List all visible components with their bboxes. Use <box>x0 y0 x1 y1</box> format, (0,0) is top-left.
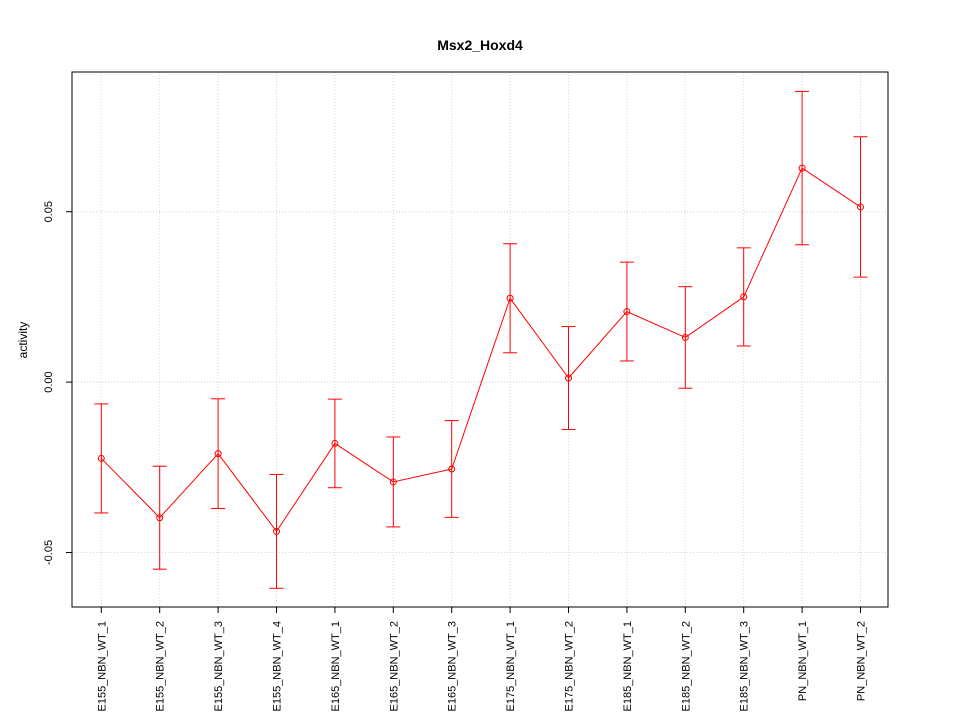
grid-layer <box>72 72 888 607</box>
data-point <box>740 293 748 301</box>
data-point <box>331 439 339 447</box>
data-point <box>448 465 456 473</box>
point-layer <box>97 164 864 535</box>
series-line-segment <box>334 443 394 483</box>
y-tick-label: 0.05 <box>43 201 55 222</box>
x-tick-label: E165_NBN_WT_2 <box>388 621 400 712</box>
data-point <box>156 514 164 522</box>
series-line-segment <box>568 311 628 379</box>
x-tick-label: E165_NBN_WT_3 <box>447 621 459 712</box>
plot-frame <box>71 71 889 608</box>
line-layer <box>100 167 861 532</box>
data-point <box>798 164 806 172</box>
x-axis: E155_NBN_WT_1 E155_NBN_WT_2 E155_NBN_WT_3 E… <box>96 607 868 712</box>
y-tick-label: 0.00 <box>43 371 55 392</box>
x-tick-label: E155_NBN_WT_1 <box>96 621 108 712</box>
series-line-segment <box>393 468 452 483</box>
x-tick-label: PN_NBN_WT_2 <box>856 621 868 701</box>
x-tick-label: E185_NBN_WT_3 <box>739 621 751 712</box>
x-tick-label: E155_NBN_WT_4 <box>272 621 284 712</box>
series-line-segment <box>743 167 803 298</box>
series-line-segment <box>685 296 744 338</box>
data-point <box>214 450 222 458</box>
series-line-segment <box>451 298 511 470</box>
data-point <box>565 374 572 382</box>
x-tick-label: E175_NBN_WT_2 <box>564 621 576 712</box>
data-point <box>506 294 514 302</box>
x-tick-label: E185_NBN_WT_1 <box>622 621 634 712</box>
data-point <box>389 478 397 486</box>
data-point <box>97 454 105 462</box>
series-line-segment <box>509 297 569 379</box>
errorbar-layer <box>94 90 868 589</box>
chart-title: Msx2_Hoxd4 <box>437 37 523 53</box>
data-point <box>681 333 689 341</box>
y-axis-label: activity <box>16 322 30 359</box>
series-line-segment <box>276 443 336 532</box>
data-point <box>857 203 864 211</box>
x-tick-label: PN_NBN_WT_1 <box>797 621 809 701</box>
y-axis: 0.05 0.00 -0.05 <box>43 201 72 565</box>
series-line-segment <box>626 311 686 338</box>
series-line-segment <box>100 458 161 519</box>
y-tick-label: -0.05 <box>43 540 55 565</box>
series-line-segment <box>801 167 861 208</box>
x-tick-label: E155_NBN_WT_3 <box>213 621 225 712</box>
x-tick-label: E175_NBN_WT_1 <box>505 621 517 712</box>
x-tick-label: E155_NBN_WT_2 <box>155 621 167 712</box>
data-point <box>623 308 631 316</box>
data-point <box>273 527 280 535</box>
series-line-segment <box>217 453 277 532</box>
x-tick-label: E165_NBN_WT_1 <box>330 621 342 712</box>
x-tick-label: E185_NBN_WT_2 <box>680 621 692 712</box>
series-line-segment <box>159 453 219 519</box>
